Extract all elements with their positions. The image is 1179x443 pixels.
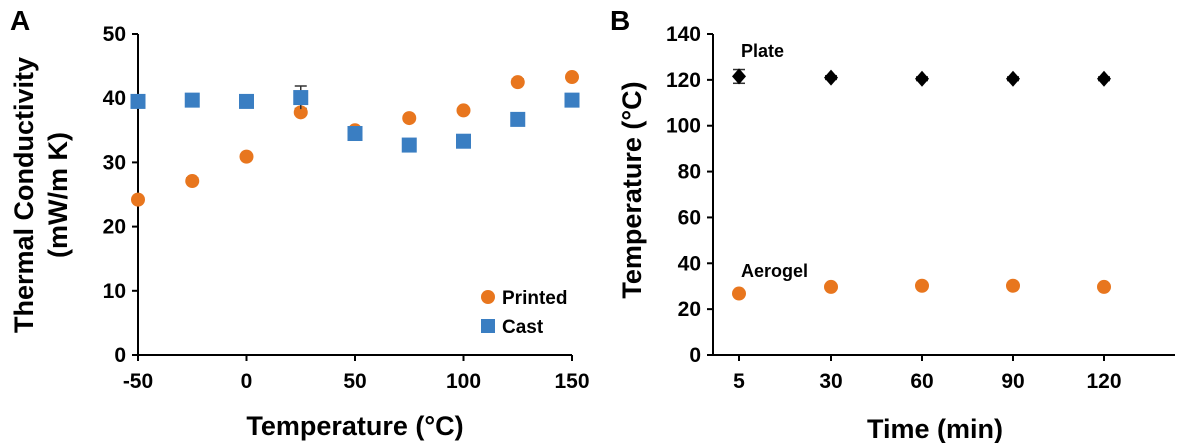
chart-a-x-tick-label: 100 — [446, 370, 481, 393]
data-point-aerogel — [732, 286, 746, 301]
data-point-cast — [347, 126, 363, 142]
data-point-cast — [564, 92, 580, 108]
chart-b-y-tick-label: 0 — [689, 344, 701, 367]
chart-b-y-tick-label: 60 — [678, 206, 701, 229]
data-point-printed — [185, 174, 200, 189]
chart-b-x-tick-label: 60 — [910, 370, 933, 393]
chart-a: A Temperature (°C) Thermal Conductivity … — [9, 5, 590, 441]
data-point-cast — [293, 90, 309, 106]
chart-a-x-tick-label: 50 — [343, 370, 366, 393]
chart-b-y-tick-label: 120 — [666, 69, 701, 92]
legend-marker-printed — [481, 290, 495, 304]
chart-a-y-tick-label: 50 — [103, 23, 126, 46]
data-point-plate — [824, 69, 838, 86]
data-point-aerogel — [824, 279, 838, 294]
chart-a-y-tick-label: 10 — [103, 280, 126, 303]
legend-label-cast: Cast — [502, 317, 544, 338]
chart-a-x-axis-label: Temperature (°C) — [246, 411, 463, 441]
data-point-printed — [293, 105, 308, 120]
data-point-plate — [915, 70, 929, 87]
chart-b-x-tick-label: 90 — [1001, 370, 1024, 393]
data-point-printed — [239, 149, 254, 164]
annotation-plate: Plate — [741, 41, 784, 61]
chart-b-y-tick-label: 40 — [678, 252, 701, 275]
legend-marker-cast — [481, 319, 495, 333]
chart-b: B Time (min) Temperature (°C) Plate Aero… — [610, 5, 1175, 443]
data-point-aerogel — [1006, 278, 1020, 293]
chart-b-y-tick-label: 80 — [678, 161, 701, 184]
chart-a-x-tick-label: -50 — [123, 370, 153, 393]
chart-b-x-tick-label: 120 — [1086, 370, 1121, 393]
data-point-aerogel — [915, 278, 929, 293]
chart-b-y-tick-label: 100 — [666, 115, 701, 138]
data-point-cast — [239, 93, 254, 109]
data-point-printed — [565, 70, 579, 85]
chart-a-y-tick-label: 30 — [103, 151, 126, 174]
data-point-printed — [131, 192, 145, 207]
data-point-cast — [130, 93, 146, 109]
chart-a-y-tick-label: 40 — [103, 87, 126, 110]
chart-b-x-axis-label: Time (min) — [867, 414, 1003, 443]
data-point-printed — [456, 103, 471, 118]
chart-b-y-axis-label: Temperature (°C) — [617, 81, 647, 298]
chart-b-y-tick-label: 20 — [678, 298, 701, 321]
data-point-cast — [510, 111, 526, 127]
legend-label-printed: Printed — [502, 288, 567, 309]
panel-label-b: B — [610, 5, 630, 36]
data-point-plate — [1097, 70, 1111, 87]
chart-a-x-tick-label: 0 — [241, 370, 253, 393]
chart-b-y-tick-label: 140 — [666, 23, 701, 46]
chart-b-x-tick-label: 30 — [819, 370, 842, 393]
data-point-cast — [456, 133, 471, 149]
chart-a-y-tick-label: 0 — [114, 344, 126, 367]
data-point-plate — [1006, 70, 1020, 87]
data-point-printed — [402, 111, 417, 126]
chart-a-y-tick-label: 20 — [103, 216, 126, 239]
annotation-aerogel: Aerogel — [741, 261, 808, 281]
data-point-cast — [184, 92, 200, 108]
data-point-aerogel — [1097, 279, 1111, 294]
chart-b-x-tick-label: 5 — [733, 370, 745, 393]
chart-a-y-axis-label-line2: (mW/m K) — [43, 132, 73, 258]
panel-label-a: A — [10, 5, 30, 36]
data-point-cast — [401, 137, 417, 153]
data-point-printed — [510, 75, 525, 90]
chart-a-x-tick-label: 150 — [554, 370, 589, 393]
chart-a-y-axis-label-line1: Thermal Conductivity — [9, 57, 39, 333]
data-point-plate — [732, 68, 746, 85]
